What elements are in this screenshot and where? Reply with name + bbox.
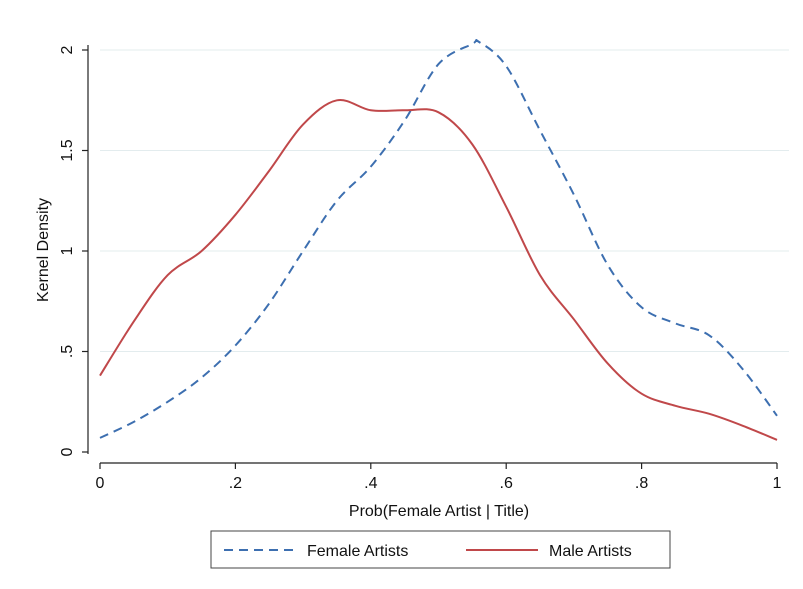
legend-label-female-artists: Female Artists (307, 543, 408, 560)
x-tick-label: 0 (96, 475, 105, 492)
x-tick-label: .2 (229, 475, 242, 492)
series-line-male-artists (99, 98, 778, 441)
x-axis-title: Prob(Female Artist | Title) (349, 503, 529, 520)
x-tick-label: 1 (773, 475, 782, 492)
axes (87, 45, 777, 464)
x-axis-ticks: 0 .2 .4 .6 .8 1 (96, 463, 782, 492)
y-tick-label: 1.5 (59, 139, 76, 161)
series-line-female-artists (99, 39, 778, 439)
series-lines (99, 39, 778, 441)
y-tick-label: 1 (59, 246, 76, 255)
y-tick-label: .5 (59, 345, 76, 358)
x-tick-label: .8 (635, 475, 648, 492)
legend-label-male-artists: Male Artists (549, 543, 632, 560)
legend: Female Artists Male Artists (210, 530, 671, 569)
y-tick-label: 0 (59, 447, 76, 456)
x-tick-label: .4 (364, 475, 377, 492)
gridlines (100, 49, 789, 352)
y-axis-ticks: 0 .5 1 1.5 2 (59, 45, 88, 456)
y-tick-label: 2 (59, 45, 76, 54)
y-axis-title: Kernel Density (35, 198, 52, 302)
x-tick-label: .6 (500, 475, 513, 492)
